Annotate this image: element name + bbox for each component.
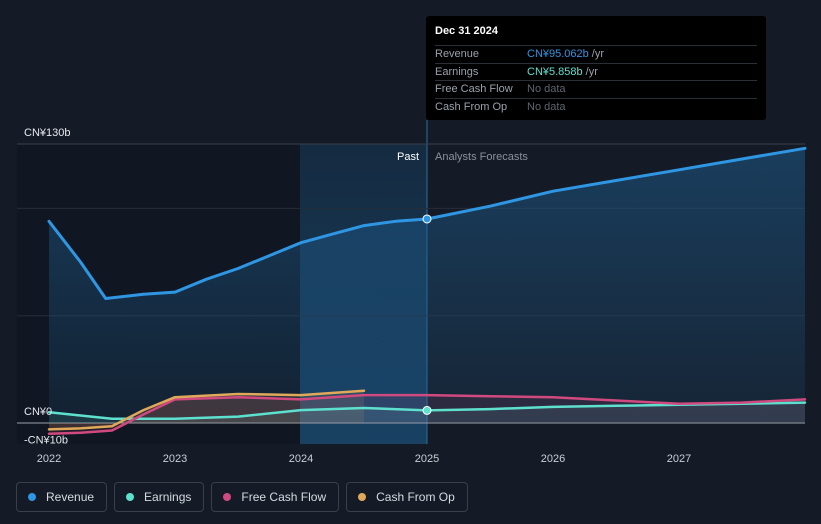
legend-label: Earnings [144,490,192,504]
legend-item-cash-from-op[interactable]: Cash From Op [346,482,468,512]
x-tick-label: 2026 [541,453,565,465]
legend-item-revenue[interactable]: Revenue [16,482,108,512]
legend-dot-icon [223,493,232,501]
legend: Revenue Earnings Free Cash Flow Cash From O… [16,482,468,512]
legend-item-earnings[interactable]: Earnings [114,482,205,512]
tooltip: Dec 31 2024 Revenue CN¥95.062b/yr Earnings… [426,16,766,120]
tooltip-row: Free Cash Flow No data [435,80,757,98]
y-tick-label: CN¥130b [24,127,70,139]
legend-item-free-cash-flow[interactable]: Free Cash Flow [211,482,340,512]
tooltip-row-label: Earnings [435,65,479,78]
revenue-area [49,148,805,424]
free-cash-flow-line [47,393,807,435]
x-tick-label: 2024 [289,453,313,465]
tooltip-row-label: Cash From Op [435,100,508,113]
tooltip-date: Dec 31 2024 [435,25,498,37]
legend-label: Revenue [46,490,95,504]
tooltip-row-value: No data [527,83,566,96]
legend-dot-icon [126,493,135,501]
x-tick-label: 2022 [37,453,61,465]
x-tick-label: 2025 [415,453,439,465]
earnings-marker [422,405,432,415]
legend-label: Cash From Op [376,490,455,504]
tooltip-row: Earnings CN¥5.858b/yr [435,62,757,81]
legend-label: Free Cash Flow [241,490,327,504]
y-tick-label: CN¥0 [24,406,52,418]
x-tick-label: 2023 [163,453,187,465]
tooltip-row-value: CN¥5.858b [527,65,583,78]
tooltip-row: Revenue CN¥95.062b/yr [435,45,757,63]
tooltip-row-unit: /yr [585,65,598,78]
past-label: Past [397,151,419,163]
cash-from-op-line [47,389,366,431]
legend-dot-icon [28,493,36,501]
forecast-label: Analysts Forecasts [435,151,528,163]
tooltip-row-label: Revenue [435,48,480,61]
tooltip-row-label: Free Cash Flow [435,83,513,96]
revenue-line [47,146,807,300]
tooltip-row-unit: /yr [591,48,605,61]
legend-dot-icon [358,493,367,501]
tooltip-row-value: CN¥95.062b [527,48,589,61]
tooltip-row: Cash From Op No data [435,97,757,116]
revenue-marker [422,214,432,224]
x-tick-label: 2027 [667,453,691,465]
tooltip-row-value: No data [527,100,566,113]
y-tick-label: -CN¥10b [24,434,68,446]
